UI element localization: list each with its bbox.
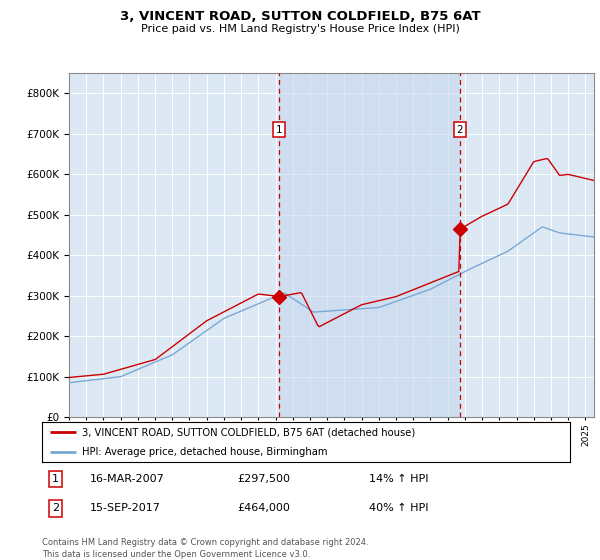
Text: 3, VINCENT ROAD, SUTTON COLDFIELD, B75 6AT (detached house): 3, VINCENT ROAD, SUTTON COLDFIELD, B75 6… <box>82 427 415 437</box>
Text: Price paid vs. HM Land Registry's House Price Index (HPI): Price paid vs. HM Land Registry's House … <box>140 24 460 34</box>
Text: 2: 2 <box>457 124 463 134</box>
Text: HPI: Average price, detached house, Birmingham: HPI: Average price, detached house, Birm… <box>82 446 327 456</box>
Text: £464,000: £464,000 <box>238 503 290 514</box>
Text: 16-MAR-2007: 16-MAR-2007 <box>89 474 164 484</box>
Text: Contains HM Land Registry data © Crown copyright and database right 2024.
This d: Contains HM Land Registry data © Crown c… <box>42 538 368 559</box>
Bar <box>279 73 460 417</box>
Text: 3, VINCENT ROAD, SUTTON COLDFIELD, B75 6AT: 3, VINCENT ROAD, SUTTON COLDFIELD, B75 6… <box>119 10 481 23</box>
Text: 2: 2 <box>52 503 59 514</box>
Text: £297,500: £297,500 <box>238 474 290 484</box>
Text: 15-SEP-2017: 15-SEP-2017 <box>89 503 160 514</box>
Text: 40% ↑ HPI: 40% ↑ HPI <box>370 503 429 514</box>
Text: 1: 1 <box>52 474 59 484</box>
Text: 1: 1 <box>276 124 283 134</box>
Text: 14% ↑ HPI: 14% ↑ HPI <box>370 474 429 484</box>
